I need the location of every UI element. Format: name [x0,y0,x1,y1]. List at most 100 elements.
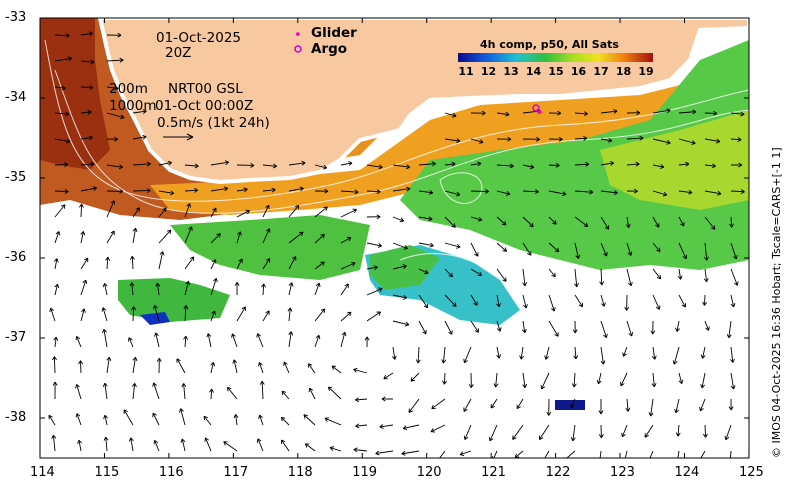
current-arrow [652,164,665,169]
current-arrow [210,362,216,374]
current-arrow [53,258,59,270]
colorbar-tick-label: 18 [615,65,632,78]
current-arrow [678,216,685,227]
current-arrow [490,398,498,409]
current-arrow [232,359,238,374]
current-arrow [444,216,456,228]
current-arrow [620,372,628,387]
current-arrow [314,188,329,194]
current-arrow [493,372,499,388]
axis-ticks [39,17,750,458]
current-arrow [463,424,472,440]
current-arrow [704,138,721,144]
current-arrow [675,320,680,332]
current-arrow [236,306,246,322]
current-arrow [288,186,304,192]
sst-warm-west [40,18,340,220]
current-arrow [184,256,195,270]
current-arrow [54,283,60,296]
current-arrow [308,387,316,400]
current-arrow [496,111,510,117]
current-arrow [626,161,640,167]
current-arrow [600,160,614,166]
current-arrow [132,227,138,244]
current-arrow [624,294,630,311]
current-arrow [52,356,57,374]
current-arrow [324,417,342,426]
current-arrow [258,414,264,426]
current-arrow [548,216,557,225]
y-tick-label: -36 [5,250,27,265]
current-arrow [283,361,290,374]
current-arrow [470,268,483,276]
current-arrow [574,189,594,195]
current-arrow [288,282,294,296]
current-arrow [366,164,383,170]
current-arrow [106,85,119,91]
current-arrow [105,256,111,270]
current-arrow [470,294,478,306]
current-arrow [262,187,276,193]
current-arrow [340,236,352,244]
current-arrow [626,268,633,287]
colorbar-tick-label: 15 [548,65,564,78]
current-arrow [103,436,109,452]
sst-contours [44,39,749,301]
glider-legend-label: Glider [311,25,357,41]
colorbar-tick-label: 13 [503,65,519,78]
colorbar-title: 4h comp, p50, All Sats [480,38,619,51]
current-arrow [626,242,633,256]
x-tick-label: 118 [287,465,313,480]
sst-green-sw [118,278,230,322]
current-arrow [600,346,606,365]
current-arrow [106,112,125,120]
sst-green-east [400,40,749,270]
current-arrow [340,261,356,270]
current-arrow [262,310,270,322]
current-arrow [418,268,429,275]
argo-marker [532,104,540,112]
current-arrow [444,190,461,197]
current-arrow [366,189,381,195]
plot-frame [39,17,750,459]
current-arrow [600,216,610,230]
current-arrow [730,372,736,390]
current-arrow [444,268,453,278]
current-arrow [574,111,588,117]
current-arrow [599,268,605,286]
current-arrow [128,337,134,348]
current-arrow [652,138,671,145]
current-arrow [415,346,421,364]
current-arrow [470,320,479,333]
current-arrow [496,242,507,252]
current-arrow [574,294,583,308]
current-arrow [675,424,681,437]
current-arrow [548,136,563,142]
current-arrow [304,443,316,452]
current-arrow [54,85,66,91]
current-arrow [131,383,137,400]
current-arrow [203,415,212,426]
current-arrow [80,308,86,322]
current-arrow [158,229,172,244]
current-arrow [392,264,407,270]
current-arrow [288,331,294,348]
current-arrow [548,294,556,312]
current-arrow [314,308,326,322]
current-arrow [726,320,732,339]
current-arrow [522,136,540,142]
y-tick-label: -37 [5,330,27,345]
current-arrow [548,242,560,253]
glider-legend-glyph: • [294,28,302,43]
current-arrow [410,372,420,382]
current-arrow [391,346,397,360]
current-arrow [52,381,58,400]
colorbar-tick-label: 14 [525,65,542,78]
current-arrow [600,320,608,339]
current-arrow [183,305,189,322]
y-tick-label: -34 [5,90,27,105]
current-arrow [176,358,186,374]
current-arrow [546,398,552,416]
current-arrow [392,320,410,327]
current-arrow [704,216,716,230]
